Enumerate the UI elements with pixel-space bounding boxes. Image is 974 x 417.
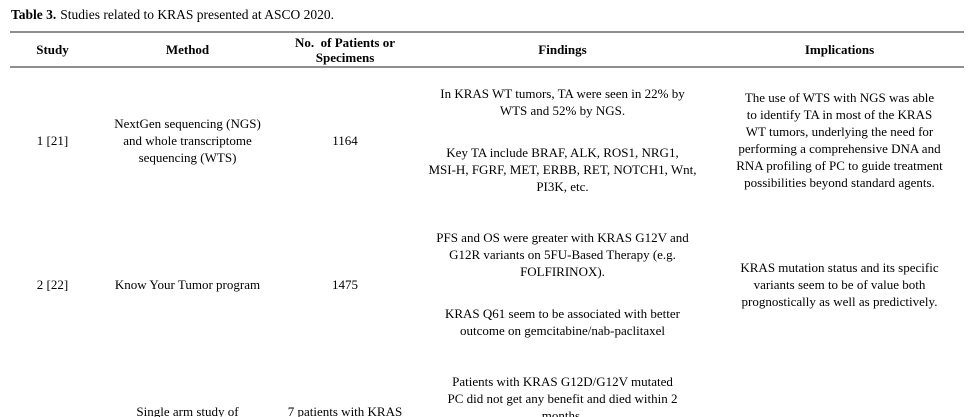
table-caption-label: Table 3. (11, 7, 57, 22)
col-header-method: Method (95, 32, 280, 68)
cell-implications: Patients with PC KRAS G12R mutated PC se… (715, 356, 964, 417)
cell-method: Single arm study of gemcitabine plus Cob… (136, 403, 239, 417)
findings-paragraph: PFS and OS were greater with KRAS G12V a… (436, 230, 689, 279)
table-caption-text: Studies related to KRAS presented at ASC… (60, 7, 335, 22)
cell-implications: KRAS mutation status and its specific va… (740, 259, 939, 309)
col-header-study: Study (10, 32, 95, 68)
findings-paragraph: In KRAS WT tumors, TA were seen in 22% b… (440, 86, 685, 118)
findings-paragraph: KRAS Q61 seem to be associated with bett… (444, 306, 681, 338)
kras-studies-table: Study Method No. of Patients or Specimen… (10, 31, 964, 417)
cell-patients: 1164 (332, 132, 358, 148)
findings-paragraph: Key TA include BRAF, ALK, ROS1, NRG1, MS… (428, 145, 697, 194)
cell-study: 2 [22] (36, 276, 69, 292)
table-row-study-3: 3 [19] Single arm study of gemcitabine p… (10, 356, 964, 417)
cell-findings: Patients with KRAS G12D/G12V mutated PC … (410, 356, 715, 417)
cell-method: Know Your Tumor program (114, 276, 261, 292)
cell-patients: 7 patients with KRAS G12D/G12V mutated P… (287, 403, 403, 417)
cell-implications: The use of WTS with NGS was able to iden… (736, 90, 943, 190)
table-row-study-1: 1 [21] NextGen sequencing (NGS) and whol… (10, 67, 964, 212)
header-row: Study Method No. of Patients or Specimen… (10, 32, 964, 68)
cell-method: NextGen sequencing (NGS) and whole trans… (114, 115, 261, 165)
findings-paragraph: Patients with KRAS G12D/G12V mutated PC … (447, 374, 678, 417)
table-caption: Table 3. Studies related to KRAS presente… (11, 7, 964, 23)
cell-findings: In KRAS WT tumors, TA were seen in 22% b… (410, 67, 715, 212)
cell-study: 1 [21] (36, 132, 69, 148)
col-header-implications: Implications (715, 32, 964, 68)
table-row-study-2: 2 [22] Know Your Tumor program 1475 PFS … (10, 212, 964, 356)
cell-findings: PFS and OS were greater with KRAS G12V a… (410, 212, 715, 356)
cell-patients: 1475 (332, 276, 358, 292)
col-header-findings: Findings (410, 32, 715, 68)
cell-study: 3 [19] (10, 356, 95, 417)
col-header-patients: No. of Patients or Specimens (280, 32, 410, 68)
